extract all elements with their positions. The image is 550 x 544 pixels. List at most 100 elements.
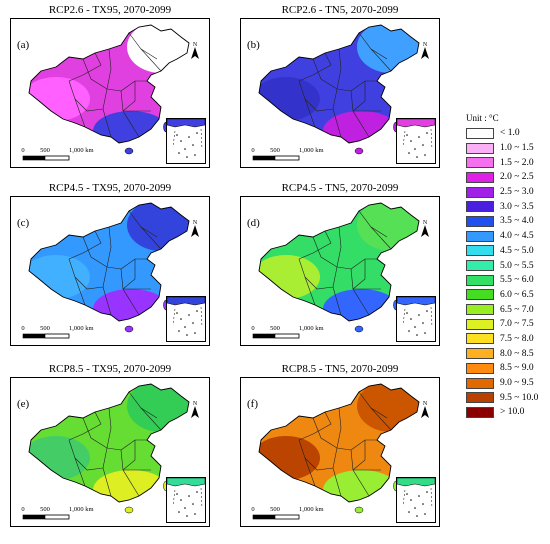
legend-swatch <box>466 157 494 169</box>
north-arrow-icon: N <box>191 220 199 237</box>
panel-letter: (d) <box>247 217 260 229</box>
china-map <box>28 383 190 514</box>
legend-item: > 10.0 <box>466 405 546 420</box>
legend-swatch <box>466 406 494 418</box>
country-outline <box>258 24 420 144</box>
scale-label: 1,000 km <box>69 325 94 332</box>
legend-label: 4.5 ~ 5.0 <box>500 245 534 256</box>
legend-swatch <box>466 127 494 139</box>
panel-title: RCP8.5 - TX95, 2070-2099 <box>48 363 172 375</box>
region-northeast <box>357 384 419 432</box>
scale-label: 500 <box>270 506 280 513</box>
svg-text:N: N <box>193 401 198 407</box>
scale-label: 500 <box>40 506 50 513</box>
legend-label: 3.0 ~ 3.5 <box>500 201 534 212</box>
legend-title: Unit : °C <box>466 113 499 123</box>
scale-bar: 0 500 1,000 km <box>251 506 324 520</box>
panel-letter: (c) <box>17 217 30 229</box>
scale-bar: 0 500 1,000 km <box>21 506 94 520</box>
legend-item: 5.0 ~ 5.5 <box>466 258 546 273</box>
scale-bar: 0 500 1,000 km <box>251 325 324 339</box>
scale-label: 500 <box>270 325 280 332</box>
south-china-sea-inset <box>396 118 436 164</box>
scale-label: 0 <box>251 506 254 513</box>
panel-title: RCP2.6 - TX95, 2070-2099 <box>48 4 172 16</box>
legend-swatch <box>466 201 494 213</box>
svg-text:N: N <box>423 401 428 407</box>
north-arrow-icon: N <box>421 401 429 418</box>
legend-label: 6.5 ~ 7.0 <box>500 304 534 315</box>
legend-item: 3.0 ~ 3.5 <box>466 199 546 214</box>
legend-item: 9.5 ~ 10.0 <box>466 390 546 405</box>
legend-swatch <box>466 318 494 330</box>
scale-label: 0 <box>21 147 24 154</box>
legend-swatch <box>466 333 494 345</box>
legend-item: 2.5 ~ 3.0 <box>466 185 546 200</box>
scale-label: 0 <box>21 325 24 332</box>
legend-item: 5.5 ~ 6.0 <box>466 273 546 288</box>
legend-label: 4.0 ~ 4.5 <box>500 231 534 242</box>
legend-swatch <box>466 392 494 404</box>
north-arrow-icon: N <box>421 42 429 59</box>
legend-label: 1.0 ~ 1.5 <box>500 143 534 154</box>
scale-label: 0 <box>21 506 24 513</box>
legend-swatch <box>466 289 494 301</box>
scale-bar: 0 500 1,000 km <box>251 147 324 161</box>
region-northeast <box>127 25 189 73</box>
legend-item: 4.5 ~ 5.0 <box>466 244 546 259</box>
north-arrow-icon: N <box>191 42 199 59</box>
south-china-sea-inset <box>396 477 436 523</box>
svg-text:N: N <box>423 220 428 226</box>
country-outline <box>258 383 420 503</box>
legend-items: < 1.0 1.0 ~ 1.5 1.5 ~ 2.0 2.0 ~ 2.5 2.5 ~ 3.… <box>466 126 546 420</box>
scale-label: 500 <box>270 147 280 154</box>
north-arrow-icon: N <box>191 401 199 418</box>
country-outline <box>28 383 190 503</box>
panel-letter: (b) <box>247 39 260 51</box>
legend-swatch <box>466 245 494 257</box>
china-map <box>258 24 420 155</box>
legend-item: 6.0 ~ 6.5 <box>466 288 546 303</box>
legend-label: 3.5 ~ 4.0 <box>500 216 534 227</box>
scale-label: 1,000 km <box>299 325 324 332</box>
legend-item: 4.0 ~ 4.5 <box>466 229 546 244</box>
china-map <box>28 202 190 333</box>
country-outline <box>28 202 190 322</box>
legend-swatch <box>466 348 494 360</box>
legend-swatch <box>466 186 494 198</box>
scale-label: 500 <box>40 147 50 154</box>
scale-label: 1,000 km <box>69 506 94 513</box>
legend-item: 2.0 ~ 2.5 <box>466 170 546 185</box>
scale-bar: 0 500 1,000 km <box>21 147 94 161</box>
svg-text:N: N <box>423 42 428 48</box>
legend-label: < 1.0 <box>500 128 520 139</box>
legend-swatch <box>466 274 494 286</box>
legend-item: < 1.0 <box>466 126 546 141</box>
south-china-sea-inset <box>166 477 206 523</box>
country-outline <box>258 202 420 322</box>
region-northeast <box>127 384 189 432</box>
legend-item: 1.5 ~ 2.0 <box>466 155 546 170</box>
china-map <box>258 202 420 333</box>
legend-label: 2.0 ~ 2.5 <box>500 172 534 183</box>
legend-swatch <box>466 377 494 389</box>
panel-letter: (e) <box>17 398 30 410</box>
legend-item: 6.5 ~ 7.0 <box>466 302 546 317</box>
legend-label: 8.0 ~ 8.5 <box>500 348 534 359</box>
map-frame: (a) N 0 500 1,000 km <box>10 18 210 168</box>
legend-item: 7.0 ~ 7.5 <box>466 317 546 332</box>
legend-item: 3.5 ~ 4.0 <box>466 214 546 229</box>
north-arrow-icon: N <box>421 220 429 237</box>
legend-label: 8.5 ~ 9.0 <box>500 363 534 374</box>
south-china-sea-inset <box>166 118 206 164</box>
legend-item: 8.5 ~ 9.0 <box>466 361 546 376</box>
legend-swatch <box>466 260 494 272</box>
scale-bar: 0 500 1,000 km <box>21 325 94 339</box>
legend-item: 8.0 ~ 8.5 <box>466 346 546 361</box>
legend-swatch <box>466 362 494 374</box>
scale-label: 0 <box>251 147 254 154</box>
legend-item: 7.5 ~ 8.0 <box>466 332 546 347</box>
south-china-sea-inset <box>396 296 436 342</box>
legend-swatch <box>466 171 494 183</box>
scale-label: 0 <box>251 325 254 332</box>
